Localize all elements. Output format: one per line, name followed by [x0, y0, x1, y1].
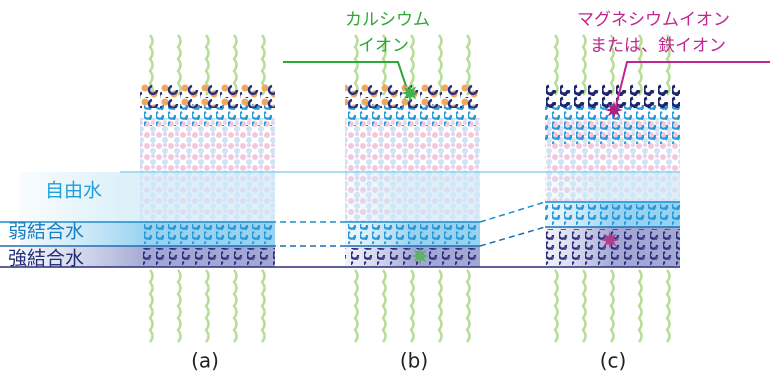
- panel-label: (a): [191, 349, 219, 373]
- lipid-tail: [383, 270, 386, 342]
- ion: [605, 101, 623, 119]
- lipid-tail: [555, 270, 558, 342]
- diagram: 自由水 弱結合水 強結合水 カルシウム イオン マグネシウムイオン または、鉄イ…: [0, 0, 770, 377]
- strong-water-mol: [345, 248, 480, 265]
- lipid-tail: [206, 270, 209, 342]
- panel-label: (b): [400, 349, 428, 373]
- lipid-tail: [639, 270, 642, 342]
- weak-water-mol: [140, 224, 275, 244]
- leader: [283, 62, 406, 86]
- free-water: [545, 172, 680, 202]
- legend-strong: 強結合水: [8, 248, 84, 270]
- head-group: [545, 84, 680, 108]
- annotation-line: カルシウム: [345, 10, 430, 30]
- annotation-line: マグネシウムイオン: [577, 10, 730, 30]
- lipid-tail: [439, 270, 442, 342]
- line: [480, 227, 545, 246]
- lipid-tail: [234, 270, 237, 342]
- strong-water-mol: [545, 229, 680, 265]
- ion: [411, 247, 429, 265]
- legend-free: 自由水: [45, 180, 102, 202]
- free-water: [345, 172, 480, 222]
- lipid-tail: [667, 270, 670, 342]
- lipid-tail: [355, 270, 358, 342]
- strong-water-mol: [140, 248, 275, 265]
- weak-water-mol: [345, 224, 480, 244]
- lipid-tail: [583, 270, 586, 342]
- legend-weak: 弱結合水: [8, 221, 84, 243]
- line: [480, 202, 545, 222]
- weak-water-mol: [545, 204, 680, 225]
- annotation-line: イオン: [358, 36, 409, 56]
- lipid-tail: [467, 270, 470, 342]
- head-group: [140, 84, 275, 108]
- lipid-tail: [262, 270, 265, 342]
- lipid-tail: [150, 270, 153, 342]
- lipid-tail: [611, 270, 614, 342]
- lipid-tail: [178, 270, 181, 342]
- ion: [601, 231, 619, 249]
- panel-label: (c): [600, 349, 627, 373]
- lipid-tail: [411, 270, 414, 342]
- panels: [20, 35, 680, 342]
- annotation-line: または、鉄イオン: [590, 36, 726, 56]
- ion: [401, 84, 419, 102]
